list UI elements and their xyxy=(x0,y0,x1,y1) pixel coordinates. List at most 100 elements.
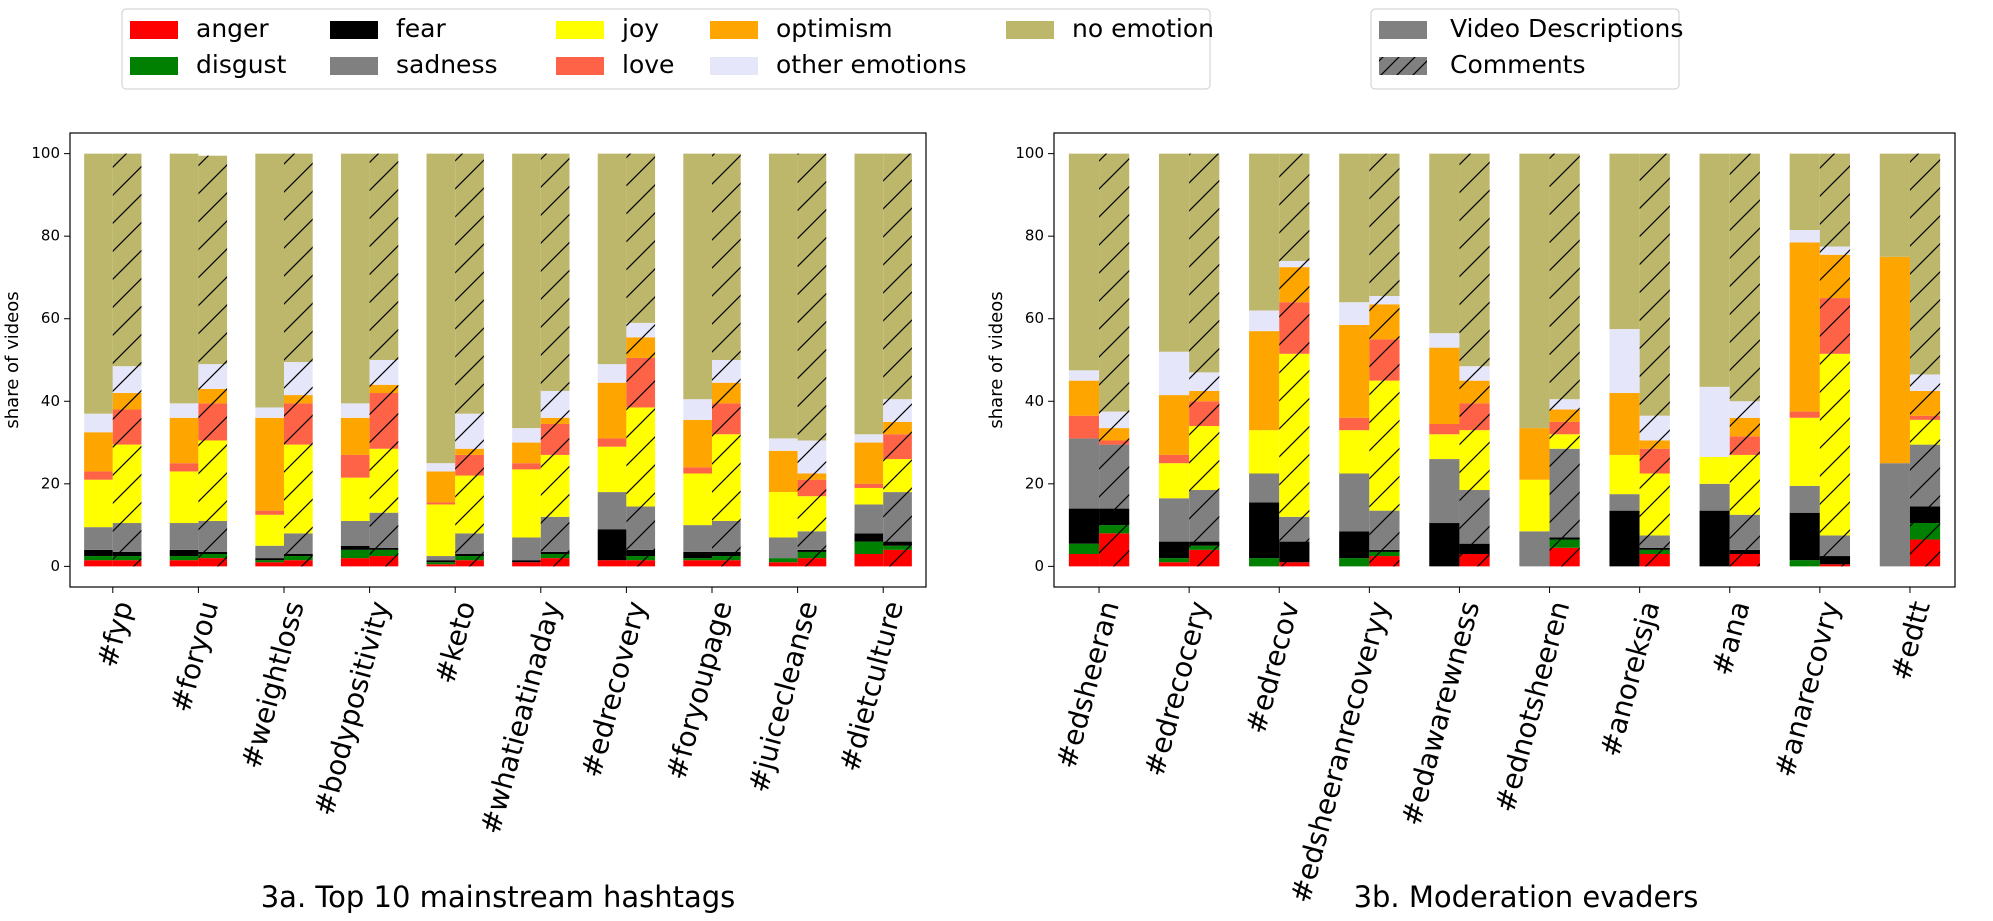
bar-segment-other xyxy=(1699,386,1730,457)
bar-segment-other xyxy=(1609,329,1640,394)
bar-hatch-overlay xyxy=(1819,153,1851,567)
bar-segment-anger xyxy=(854,553,884,567)
bar-segment-joy xyxy=(1519,479,1550,532)
bar-segment-other xyxy=(1429,333,1460,348)
bar-segment-disgust xyxy=(1249,558,1280,567)
bar-segment-optimism xyxy=(426,471,456,503)
bar-segment-none xyxy=(597,153,627,365)
bar-segment-none xyxy=(1519,153,1550,429)
bar-segment-sadness xyxy=(683,525,712,552)
legend-label-optimism: optimism xyxy=(776,14,893,43)
bar-segment-joy xyxy=(1789,417,1820,486)
legend-label-fear: fear xyxy=(396,14,447,43)
bar-segment-fear xyxy=(169,549,199,557)
bar-segment-other xyxy=(84,413,113,433)
y-tick-label: 80 xyxy=(1025,227,1044,245)
bar-segment-sadness xyxy=(340,520,370,546)
bar-segment-none xyxy=(512,153,541,429)
bar-segment-sadness xyxy=(1249,473,1280,503)
bar-segment-optimism xyxy=(512,442,541,464)
y-axis-label: share of videos xyxy=(986,291,1007,428)
bar-segment-sadness xyxy=(1699,483,1730,511)
bar-segment-none xyxy=(84,153,113,414)
y-tick-label: 80 xyxy=(41,227,60,245)
chart-title: 3a. Top 10 mainstream hashtags xyxy=(261,880,736,914)
bar-segment-fear xyxy=(1699,510,1730,567)
bar-segment-sadness xyxy=(1609,494,1640,511)
bar-segment-joy xyxy=(1339,430,1370,474)
bar-segment-sadness xyxy=(1789,485,1820,513)
bar-segment-optimism xyxy=(169,417,199,464)
bar-segment-none xyxy=(683,153,712,400)
y-tick-label: 20 xyxy=(1025,474,1044,492)
y-tick-label: 40 xyxy=(41,392,60,410)
y-tick-label: 20 xyxy=(41,474,60,492)
bar-segment-other xyxy=(1068,370,1100,381)
bar-hatch-overlay xyxy=(284,153,313,567)
bar-segment-none xyxy=(426,153,456,464)
bar-segment-anger xyxy=(169,560,199,567)
x-tick-label: #edsheeranrecoveryy xyxy=(1284,598,1396,907)
bar-segment-fear xyxy=(1609,510,1640,567)
legend-swatch-fear xyxy=(330,21,378,39)
bar-segment-disgust xyxy=(683,558,712,561)
bar-segment-disgust xyxy=(169,556,199,561)
bar-segment-joy xyxy=(426,504,456,557)
bar-segment-none xyxy=(1429,153,1460,334)
bar-segment-none xyxy=(1249,153,1280,311)
legend-label-video-descriptions: Video Descriptions xyxy=(1450,14,1683,43)
bar-segment-optimism xyxy=(340,417,370,455)
bar-segment-love xyxy=(1789,411,1820,418)
bar-segment-sadness xyxy=(1339,473,1370,532)
legend-sources: Video Descriptions Comments xyxy=(1370,8,1683,90)
bar-segment-other xyxy=(597,364,627,383)
bar-segment-other xyxy=(1158,351,1190,396)
bar-segment-joy xyxy=(1158,463,1190,499)
bar-segment-none xyxy=(1789,153,1820,230)
bar-segment-other xyxy=(768,438,798,451)
bar-segment-none xyxy=(1609,153,1640,330)
bar-segment-none xyxy=(340,153,370,404)
bar-segment-fear xyxy=(1429,523,1460,567)
bar-segment-love xyxy=(169,463,199,472)
bar-segment-optimism xyxy=(1339,324,1370,418)
bar-segment-sadness xyxy=(169,523,199,550)
bar-segment-none xyxy=(1339,153,1370,303)
bar-segment-joy xyxy=(255,514,284,546)
y-tick-label: 100 xyxy=(1015,144,1044,162)
bar-hatch-overlay xyxy=(455,153,484,567)
bar-segment-love xyxy=(854,483,884,488)
bar-segment-optimism xyxy=(1609,393,1640,455)
bar-segment-disgust xyxy=(1339,558,1370,567)
bar-segment-anger xyxy=(84,560,113,567)
bar-segment-love xyxy=(1429,423,1460,435)
bar-segment-anger xyxy=(768,562,798,567)
bar-segment-fear xyxy=(255,558,284,561)
y-tick-label: 60 xyxy=(1025,309,1044,327)
bar-segment-other xyxy=(1249,310,1280,332)
legend-swatch-none xyxy=(1006,21,1054,39)
bar-segment-disgust xyxy=(255,560,284,563)
bar-segment-disgust xyxy=(1789,560,1820,567)
bar-segment-other xyxy=(854,434,884,443)
x-tick-label: #edsheeran xyxy=(1050,598,1126,772)
bar-segment-joy xyxy=(1699,456,1730,484)
bar-segment-optimism xyxy=(1158,395,1190,455)
bar-segment-anger xyxy=(512,562,541,567)
bar-segment-optimism xyxy=(854,442,884,484)
bar-segment-other xyxy=(169,403,199,418)
bar-segment-anger xyxy=(340,558,370,567)
y-tick-label: 40 xyxy=(1025,392,1044,410)
bar-segment-disgust xyxy=(854,541,884,554)
bar-hatch-overlay xyxy=(1279,153,1310,567)
x-tick-label: #anarecovry xyxy=(1768,598,1847,781)
bar-segment-love xyxy=(426,502,456,505)
bar-segment-fear xyxy=(512,560,541,563)
bar-segment-love xyxy=(340,454,370,478)
plot-frame xyxy=(69,132,927,588)
bar-segment-joy xyxy=(1249,430,1280,474)
bar-hatch-overlay xyxy=(1909,153,1941,567)
legend-label-none: no emotion xyxy=(1072,14,1214,43)
bar-segment-joy xyxy=(854,487,884,505)
bar-segment-disgust xyxy=(1158,558,1190,563)
